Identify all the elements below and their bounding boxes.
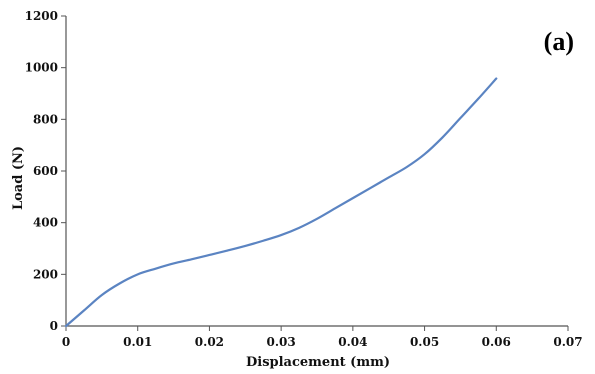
y-tick-label: 800 bbox=[33, 112, 58, 126]
x-axis-ticks: 0 0.01 0.02 0.03 0.04 0.05 0.06 0.07 bbox=[62, 326, 583, 349]
y-tick-label: 600 bbox=[33, 164, 58, 178]
x-tick-label: 0.02 bbox=[195, 335, 224, 349]
y-tick-label: 0 bbox=[50, 319, 58, 333]
panel-label: (a) bbox=[544, 27, 574, 56]
x-tick-label: 0.03 bbox=[267, 335, 296, 349]
x-tick-label: 0 bbox=[62, 335, 70, 349]
y-tick-label: 1000 bbox=[25, 61, 58, 75]
x-tick-label: 0.07 bbox=[553, 335, 582, 349]
x-tick-label: 0.04 bbox=[338, 335, 367, 349]
x-axis-title: Displacement (mm) bbox=[246, 355, 390, 370]
y-axis-title: Load (N) bbox=[11, 146, 26, 210]
y-axis-ticks: 0 200 400 600 800 1000 1200 bbox=[25, 9, 66, 333]
y-tick-label: 1200 bbox=[25, 9, 58, 23]
x-tick-label: 0.01 bbox=[123, 335, 152, 349]
x-tick-label: 0.05 bbox=[410, 335, 439, 349]
load-displacement-curve bbox=[64, 77, 498, 328]
x-tick-label: 0.06 bbox=[482, 335, 511, 349]
series-layer bbox=[64, 77, 498, 328]
y-tick-label: 400 bbox=[33, 216, 58, 230]
y-tick-label: 200 bbox=[33, 267, 58, 281]
